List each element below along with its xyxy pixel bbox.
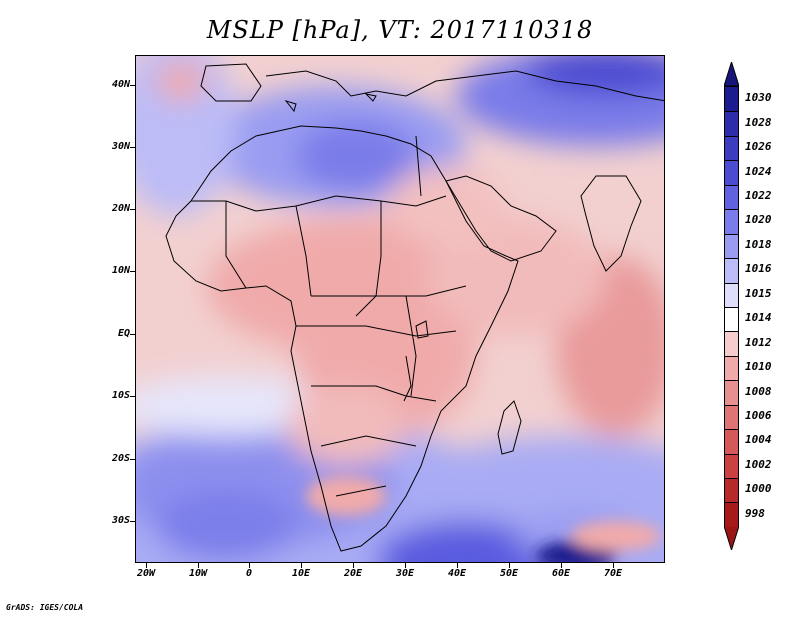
colorbar-label: 1014 xyxy=(745,311,772,325)
lat-label: 30S xyxy=(111,515,130,526)
credit-footer: GrADS: IGES/COLA xyxy=(6,603,84,612)
colorbar-label: 1012 xyxy=(745,335,772,349)
colorbar-segment xyxy=(725,282,738,307)
coastlines xyxy=(165,63,664,552)
colorbar-segment xyxy=(725,502,738,527)
lat-label: EQ xyxy=(117,328,130,339)
colorbar-label: 1018 xyxy=(745,237,772,251)
colorbar-segment xyxy=(725,87,738,112)
colorbar-label: 1002 xyxy=(745,457,772,471)
colorbar-label: 1028 xyxy=(745,115,772,129)
colorbar-label: 1006 xyxy=(745,409,772,422)
lat-label: 10S xyxy=(111,390,130,401)
colorbar-segment xyxy=(725,355,738,381)
lat-label: 30N xyxy=(111,141,130,152)
colorbar-label: 1022 xyxy=(745,189,772,202)
colorbar-label: 1010 xyxy=(745,360,772,374)
pressure-field-map xyxy=(136,56,664,562)
lon-label: 10E xyxy=(291,568,311,579)
chart-title: MSLP [hPa], VT: 2017110318 xyxy=(206,16,594,44)
colorbar-segment xyxy=(725,404,738,430)
colorbar-segment xyxy=(725,478,738,503)
colorbar-label: 998 xyxy=(745,506,765,520)
colorbar-segment xyxy=(725,429,738,454)
colorbar-segment xyxy=(725,160,738,185)
lon-label: 40E xyxy=(447,568,467,579)
colorbar-segment xyxy=(725,306,738,332)
colorbar-segment xyxy=(725,233,738,259)
colorbar-label: 1024 xyxy=(745,164,772,178)
lon-label: 20E xyxy=(343,568,363,579)
lon-label: 30E xyxy=(395,568,415,579)
colorbar-label: 1020 xyxy=(745,213,772,227)
colorbar-label: 1008 xyxy=(745,384,772,398)
colorbar xyxy=(724,86,739,527)
lat-label: 20N xyxy=(111,203,130,214)
lon-label: 0 xyxy=(245,568,253,579)
colorbar-label: 1030 xyxy=(745,91,772,105)
colorbar-segment xyxy=(725,331,738,356)
lon-label: 70E xyxy=(603,568,623,579)
colorbar-label: 1016 xyxy=(745,262,772,276)
colorbar-label: 1004 xyxy=(745,433,772,447)
lat-label: 10N xyxy=(111,265,130,276)
lat-label: 20S xyxy=(111,453,130,464)
colorbar-top-arrow xyxy=(724,62,739,86)
colorbar-segment xyxy=(725,209,738,234)
colorbar-segment xyxy=(725,111,738,136)
colorbar-segment xyxy=(725,184,738,210)
lon-label: 60E xyxy=(551,568,571,579)
colorbar-segment xyxy=(725,453,738,478)
map-panel xyxy=(135,55,665,563)
colorbar-bottom-arrow xyxy=(724,526,739,550)
colorbar-segment xyxy=(725,258,738,283)
colorbar-segment xyxy=(725,380,738,405)
lon-label: 50E xyxy=(499,568,519,579)
colorbar-label: 1000 xyxy=(745,482,772,496)
lon-label: 20W xyxy=(136,568,156,579)
colorbar-label: 1026 xyxy=(745,140,772,154)
lon-label: 10W xyxy=(188,568,208,579)
colorbar-segment xyxy=(725,135,738,161)
colorbar-label: 1015 xyxy=(745,286,772,300)
lat-label: 40N xyxy=(111,79,130,90)
